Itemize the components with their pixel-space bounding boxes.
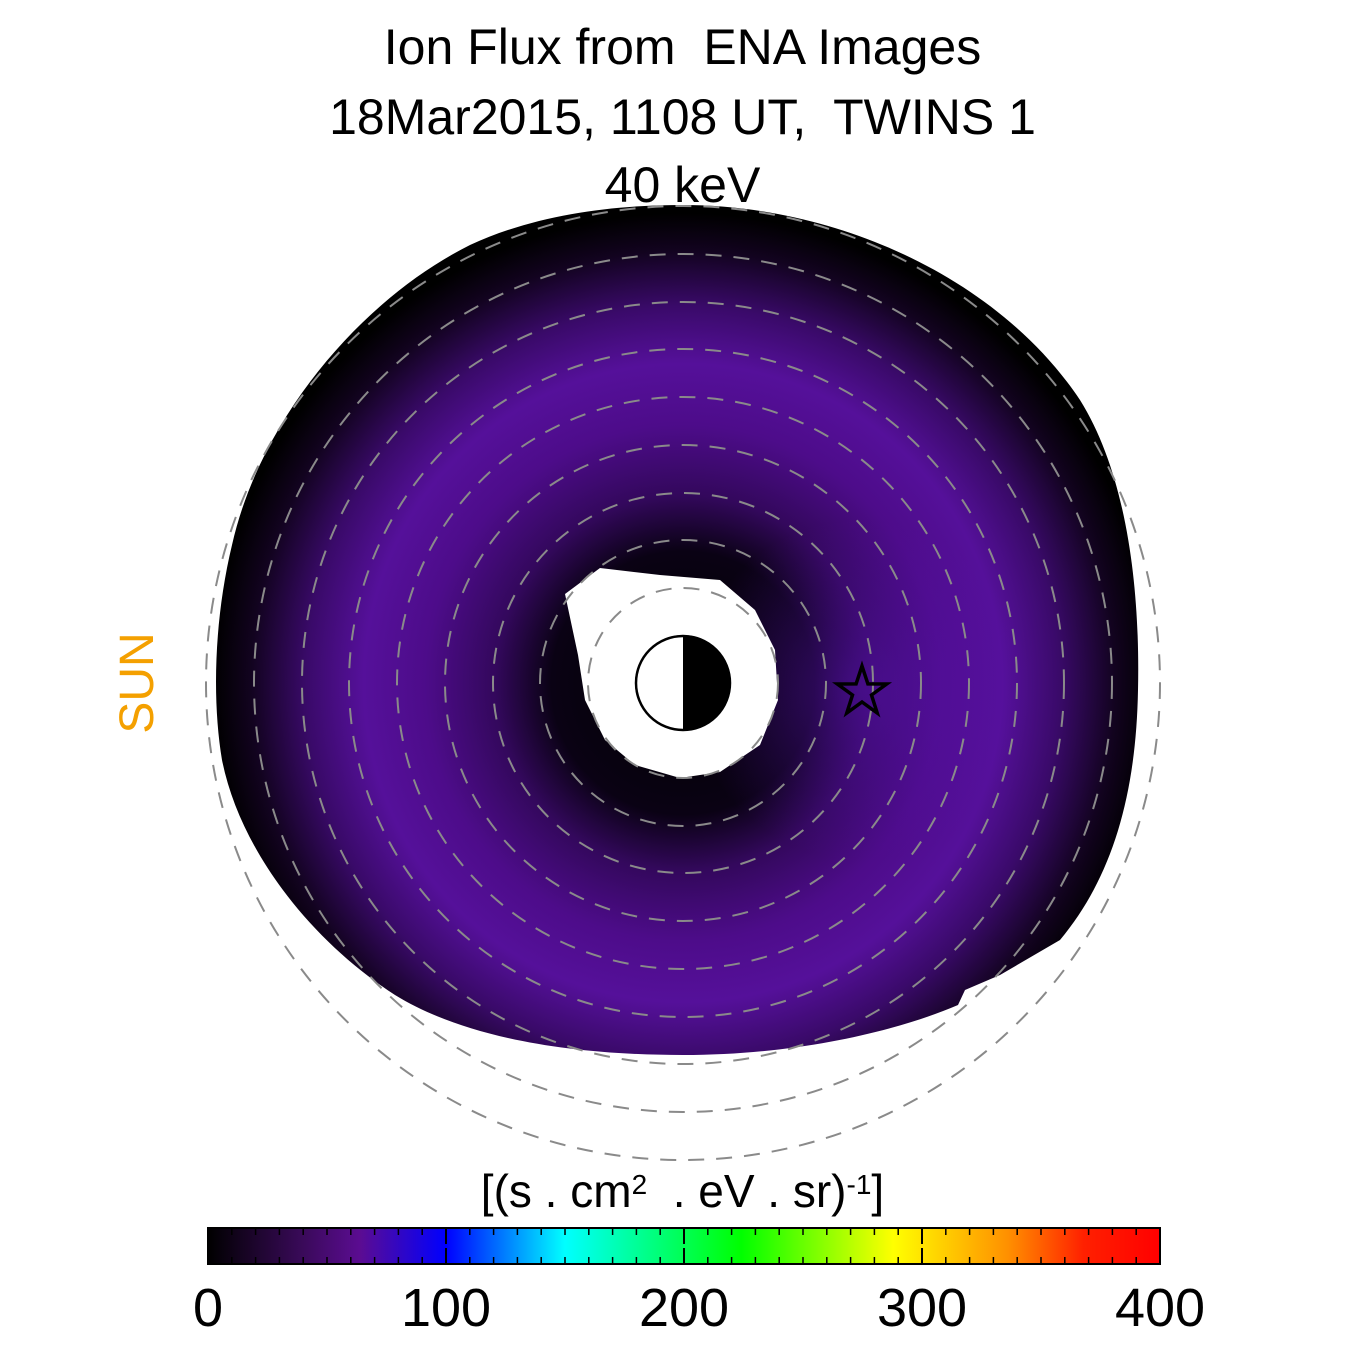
- satellite-star-icon: [831, 660, 893, 718]
- colorbar-ticks: [207, 1227, 1161, 1265]
- chart-title-line-3: 40 keV: [604, 157, 761, 213]
- colorbar-tick-label: 400: [1114, 1278, 1206, 1338]
- colorbar-tick-label: 0: [192, 1278, 224, 1338]
- chart-title-line-2: 18Mar2015, 1108 UT, TWINS 1: [329, 89, 1036, 145]
- colorbar-unit-label: [(s . cm2 . eV . sr)-1]: [480, 1165, 885, 1217]
- earth-icon: [634, 634, 732, 732]
- radial-grid-circles: [205, 205, 1161, 1161]
- colorbar-tick-label: 200: [638, 1278, 730, 1338]
- colorbar-frame: [207, 1227, 1161, 1265]
- colorbar-tick-label: 300: [876, 1278, 968, 1338]
- colorbar-tick-label: 100: [400, 1278, 492, 1338]
- chart-title-line-1: Ion Flux from ENA Images: [383, 19, 982, 75]
